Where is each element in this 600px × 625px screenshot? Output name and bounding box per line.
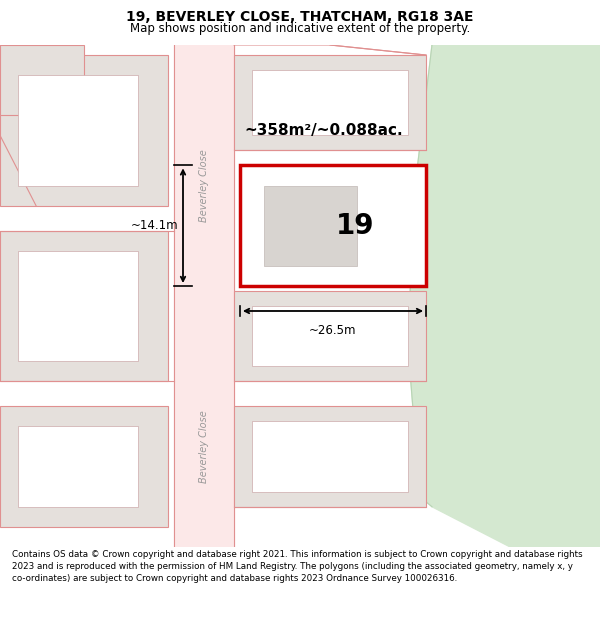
- Bar: [0, 45, 84, 115]
- Text: 19: 19: [336, 212, 374, 239]
- Bar: [252, 421, 408, 492]
- Text: Beverley Close: Beverley Close: [199, 149, 209, 222]
- Bar: [252, 70, 408, 136]
- Bar: [18, 75, 138, 186]
- Bar: [264, 186, 357, 266]
- Bar: [234, 291, 426, 381]
- Bar: [240, 166, 426, 286]
- Text: ~26.5m: ~26.5m: [309, 324, 357, 336]
- Bar: [0, 406, 168, 527]
- Polygon shape: [432, 45, 600, 547]
- Bar: [18, 251, 138, 361]
- Text: 19, BEVERLEY CLOSE, THATCHAM, RG18 3AE: 19, BEVERLEY CLOSE, THATCHAM, RG18 3AE: [126, 10, 474, 24]
- Bar: [252, 306, 408, 366]
- Polygon shape: [408, 45, 432, 507]
- Bar: [18, 426, 138, 507]
- Polygon shape: [174, 45, 234, 547]
- Bar: [0, 231, 168, 381]
- Bar: [234, 406, 426, 507]
- Text: Beverley Close: Beverley Close: [199, 410, 209, 483]
- Bar: [234, 55, 426, 151]
- Text: Map shows position and indicative extent of the property.: Map shows position and indicative extent…: [130, 22, 470, 35]
- Text: Contains OS data © Crown copyright and database right 2021. This information is : Contains OS data © Crown copyright and d…: [12, 550, 583, 582]
- Text: ~14.1m: ~14.1m: [131, 219, 178, 232]
- Bar: [0, 55, 168, 206]
- Text: ~358m²/~0.088ac.: ~358m²/~0.088ac.: [244, 123, 403, 138]
